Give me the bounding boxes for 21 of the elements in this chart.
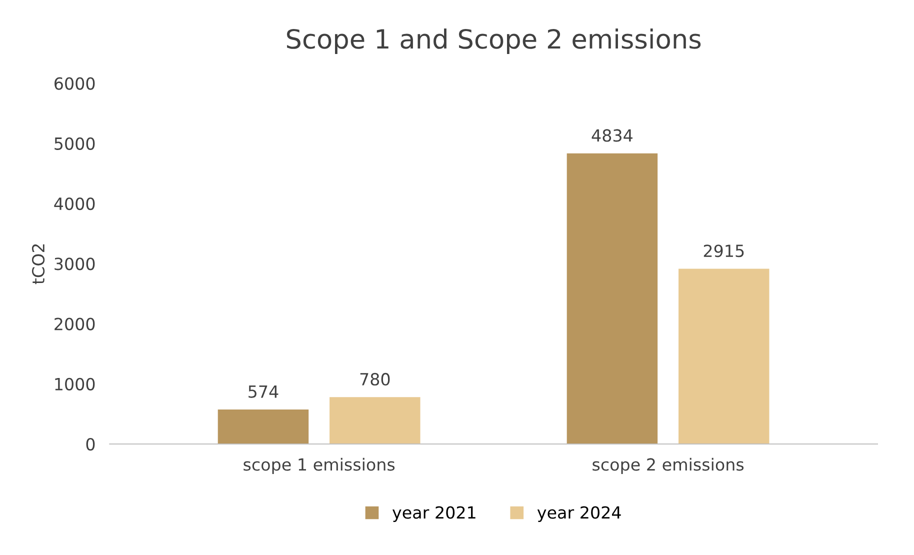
y-tick-label: 2000 bbox=[54, 318, 95, 330]
data-label: 574 bbox=[248, 386, 278, 398]
chart-title: Scope 1 and Scope 2 emissions bbox=[286, 28, 701, 54]
data-label: 2915 bbox=[704, 244, 744, 258]
bar bbox=[218, 409, 309, 444]
legend-label: year 2024 bbox=[537, 506, 621, 522]
x-tick-label: scope 2 emissions bbox=[592, 458, 744, 474]
y-tick-label: 5000 bbox=[54, 137, 95, 150]
y-tick-label: 3000 bbox=[54, 258, 95, 270]
data-label: 4834 bbox=[592, 129, 632, 142]
bar bbox=[330, 397, 420, 444]
bar bbox=[566, 153, 658, 444]
y-tick-label: 0 bbox=[86, 438, 95, 451]
x-tick-label: scope 1 emissions bbox=[244, 458, 395, 474]
legend-label: year 2021 bbox=[392, 506, 476, 522]
y-tick-label: 4000 bbox=[54, 197, 95, 210]
bar bbox=[678, 268, 770, 444]
y-tick-label: 6000 bbox=[54, 77, 95, 90]
data-label: 780 bbox=[360, 372, 390, 386]
y-tick-label: 1000 bbox=[55, 378, 95, 390]
y-axis-title: tCO2 bbox=[32, 244, 45, 284]
